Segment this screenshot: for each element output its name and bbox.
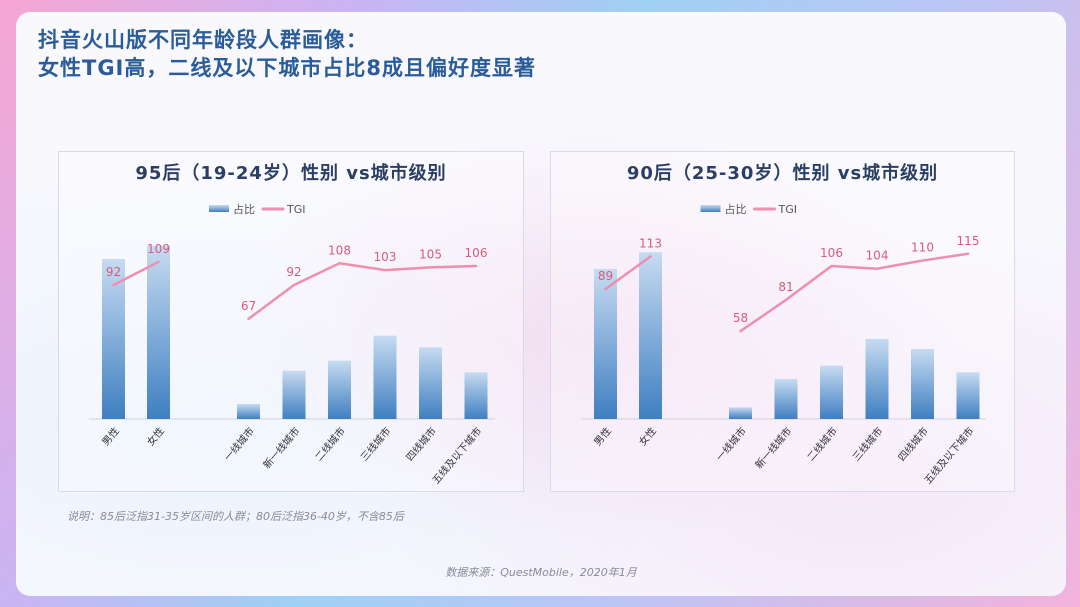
legend-label-tgi: TGI xyxy=(778,203,798,216)
tgi-label-2: 109 xyxy=(147,242,170,256)
tgi-label-5: 106 xyxy=(820,246,843,260)
chart-title: 90后（25-30岁）性别 vs城市级别 xyxy=(627,162,938,184)
tgi-label-3: 67 xyxy=(241,299,256,313)
bar-7 xyxy=(911,349,934,419)
bar-4 xyxy=(774,379,798,419)
category-label-5: 二线城市 xyxy=(804,425,840,464)
category-label-6: 三线城市 xyxy=(850,425,886,464)
tgi-label-7: 110 xyxy=(911,241,934,255)
legend-label-share: 占比 xyxy=(233,202,255,216)
tgi-line-2 xyxy=(739,252,970,333)
tgi-label-8: 106 xyxy=(465,246,488,260)
bar-5 xyxy=(328,360,351,419)
legend-swatch-bar xyxy=(209,205,229,212)
bar-1 xyxy=(102,259,125,419)
tgi-label-7: 105 xyxy=(419,247,442,261)
category-label-1: 男性 xyxy=(99,425,122,449)
tgi-label-6: 103 xyxy=(374,250,397,264)
tgi-label-6: 104 xyxy=(866,249,889,263)
bar-2 xyxy=(639,252,662,419)
category-label-2: 女性 xyxy=(144,425,167,449)
tgi-line-1 xyxy=(112,260,160,287)
category-label-3: 一线城市 xyxy=(713,425,749,464)
category-label-7: 四线城市 xyxy=(403,425,439,464)
tgi-label-2: 113 xyxy=(639,237,662,251)
page-title-line2: 女性TGI高，二线及以下城市占比8成且偏好度显著 xyxy=(38,56,536,80)
slide-card: 抖音火山版不同年龄段人群画像： 女性TGI高，二线及以下城市占比8成且偏好度显著… xyxy=(16,12,1066,596)
legend-swatch-bar xyxy=(700,205,721,212)
category-label-1: 男性 xyxy=(591,425,614,449)
bar-6 xyxy=(865,339,889,419)
tgi-label-1: 92 xyxy=(106,265,121,279)
footnote: 说明：85后泛指31-35岁区间的人群；80后泛指36-40岁，不含85后 xyxy=(67,510,404,523)
tgi-label-8: 115 xyxy=(957,234,980,248)
bar-2 xyxy=(147,245,170,419)
bar-6 xyxy=(373,335,397,419)
bar-8 xyxy=(464,372,488,419)
bar-3 xyxy=(237,404,260,419)
legend-label-tgi: TGI xyxy=(286,203,306,216)
category-label-5: 二线城市 xyxy=(312,425,348,464)
tgi-label-3: 58 xyxy=(733,311,748,325)
tgi-label-5: 108 xyxy=(328,243,351,257)
tgi-label-4: 81 xyxy=(778,280,793,294)
category-label-7: 四线城市 xyxy=(895,425,931,464)
chart-legend: 占比 TGI xyxy=(209,202,306,216)
tgi-line-2 xyxy=(247,262,478,321)
bar-1 xyxy=(594,269,617,419)
category-label-6: 三线城市 xyxy=(358,425,394,464)
data-source: 数据来源：QuestMobile，2020年1月 xyxy=(445,566,637,579)
tgi-line-1 xyxy=(604,255,652,291)
category-label-4: 新一线城市 xyxy=(260,425,302,472)
bar-3 xyxy=(729,407,752,419)
category-label-3: 一线城市 xyxy=(221,425,257,464)
bar-5 xyxy=(820,365,843,419)
tgi-label-4: 92 xyxy=(286,265,301,279)
page-title-line1: 抖音火山版不同年龄段人群画像： xyxy=(38,28,368,52)
chart-title: 95后（19-24岁）性别 vs城市级别 xyxy=(135,162,446,184)
legend-label-share: 占比 xyxy=(725,202,747,216)
chart-panel-90: 90后（25-30岁）性别 vs城市级别占比 TGI 89 113 58 81 106 104… xyxy=(550,151,1015,492)
chart-legend: 占比 TGI xyxy=(700,202,798,216)
bar-4 xyxy=(282,370,306,419)
category-label-4: 新一线城市 xyxy=(752,425,794,472)
bar-7 xyxy=(419,347,442,419)
category-label-2: 女性 xyxy=(636,425,659,449)
bar-8 xyxy=(956,372,980,419)
tgi-label-1: 89 xyxy=(598,269,613,283)
chart-panel-95: 95后（19-24岁）性别 vs城市级别占比 TGI 92 109 67 92 108 103… xyxy=(58,151,524,492)
